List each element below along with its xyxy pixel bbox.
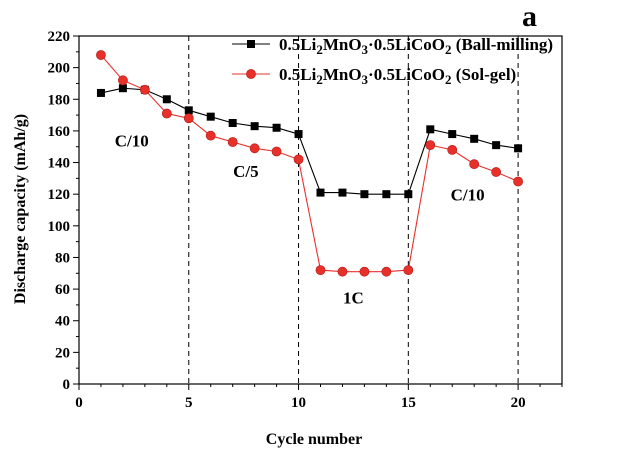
x-tick-label: 0 (75, 395, 83, 411)
data-point-square (96, 88, 105, 97)
data-point-square (184, 106, 193, 115)
x-tick-label: 10 (291, 395, 306, 411)
plot-frame (78, 35, 563, 385)
data-point-square (514, 144, 523, 153)
legend: 0.5Li2MnO3·0.5LiCoO2 (Ball-milling) 0.5Li… (232, 35, 553, 87)
legend-label: 0.5Li2MnO3·0.5LiCoO2 (Ball-milling) (279, 35, 553, 57)
data-point-square (360, 190, 369, 199)
y-tick-label: 220 (48, 29, 71, 45)
data-point-square (448, 130, 457, 139)
legend-marker-square (247, 40, 255, 48)
rate-label: C/5 (233, 162, 259, 181)
data-point-square (426, 125, 435, 134)
data-point-circle (403, 265, 414, 276)
data-point-circle (491, 167, 502, 177)
data-point-circle (227, 137, 238, 147)
series-line (100, 87, 519, 195)
x-tick-label: 5 (185, 395, 193, 411)
rate-dividers (188, 36, 519, 384)
series-layer (96, 50, 523, 277)
data-point-circle (249, 143, 260, 154)
data-point-square (228, 119, 237, 127)
y-tick-label: 100 (48, 219, 71, 235)
x-axis: 0 5 10 15 20 (75, 384, 563, 411)
data-point-square (272, 123, 281, 132)
x-tick-label: 15 (401, 395, 416, 411)
data-point-circle (315, 265, 326, 276)
data-point-circle (139, 84, 150, 95)
data-point-square (206, 112, 215, 121)
data-point-circle (205, 130, 216, 141)
rate-label: C/10 (115, 132, 149, 151)
legend-marker-circle (246, 69, 256, 79)
data-point-circle (381, 266, 392, 277)
data-point-square (162, 95, 171, 104)
data-point-square (294, 130, 303, 139)
data-point-circle (337, 266, 348, 277)
data-point-square (250, 122, 259, 131)
data-point-circle (447, 144, 458, 155)
data-point-circle (271, 146, 282, 157)
data-point-square (118, 84, 127, 93)
series-sol-gel (96, 50, 523, 277)
y-tick-label: 60 (55, 282, 70, 298)
rate-labels: C/10 C/5 1C C/10 (115, 132, 485, 308)
y-tick-label: 0 (63, 377, 71, 393)
data-point-circle (183, 113, 194, 124)
y-tick-label: 120 (48, 187, 71, 203)
data-point-circle (425, 140, 436, 151)
data-point-circle (359, 266, 370, 277)
y-tick-label: 140 (48, 156, 71, 172)
plot-border (78, 35, 563, 385)
x-axis-title: Cycle number (266, 431, 362, 448)
y-tick-label: 160 (48, 124, 71, 140)
rate-label: 1C (343, 288, 364, 307)
y-axis-title: Discharge capacity (mAh/g) (12, 114, 29, 304)
y-tick-label: 200 (48, 61, 71, 77)
y-tick-label: 180 (48, 92, 71, 108)
panel-label: a (522, 0, 537, 33)
data-point-square (316, 188, 325, 197)
x-tick-label: 20 (511, 395, 526, 411)
data-point-circle (469, 159, 480, 170)
data-point-square (470, 134, 479, 143)
legend-label: 0.5Li2MnO3·0.5LiCoO2 (Sol-gel) (279, 65, 516, 87)
data-point-square (382, 190, 391, 199)
legend-item: 0.5Li2MnO3·0.5LiCoO2 (Sol-gel) (232, 65, 516, 87)
data-point-square (492, 141, 501, 150)
rate-label: C/10 (451, 186, 485, 205)
data-point-circle (161, 108, 172, 119)
data-point-circle (96, 50, 106, 60)
y-axis: 0 20 40 60 80 100 120 140 160 180 200 220 (48, 29, 79, 393)
data-point-circle (513, 176, 523, 187)
legend-item: 0.5Li2MnO3·0.5LiCoO2 (Ball-milling) (232, 35, 553, 57)
data-point-square (338, 188, 347, 197)
series-ball-milling (96, 84, 523, 199)
data-point-circle (293, 154, 304, 165)
y-tick-label: 40 (55, 314, 70, 330)
y-tick-label: 20 (55, 345, 70, 361)
data-point-circle (118, 75, 128, 86)
y-tick-label: 80 (55, 250, 70, 266)
data-point-square (404, 190, 413, 199)
